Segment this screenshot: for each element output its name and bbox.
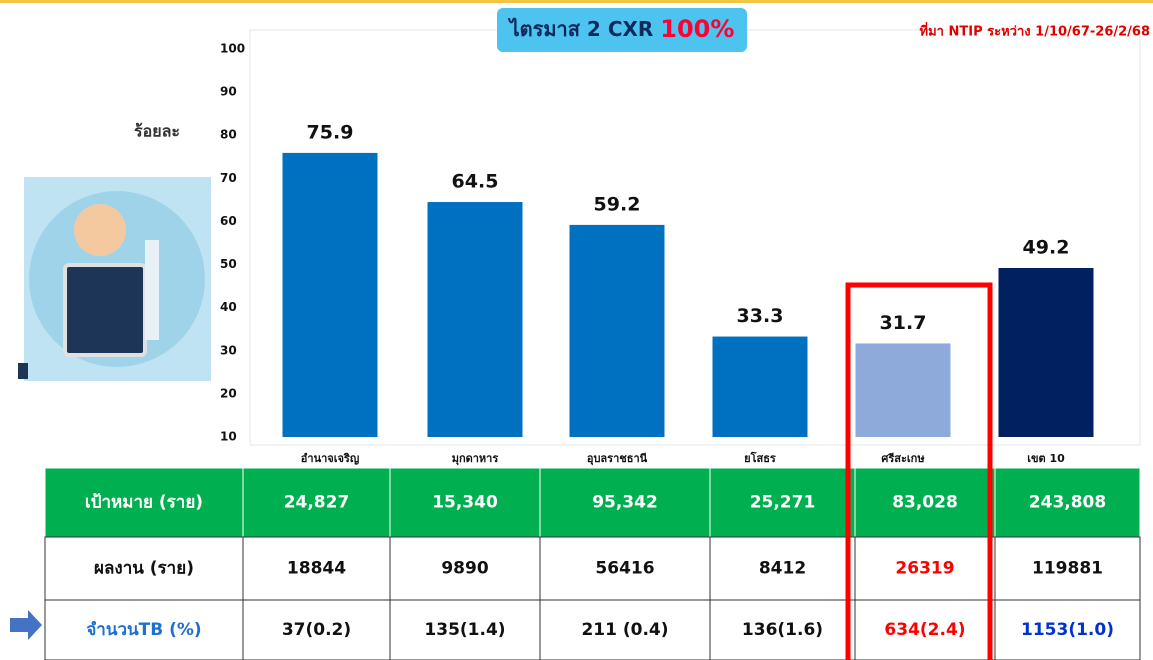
table-cell <box>242 467 391 538</box>
row-label: ผลงาน (ราย) <box>94 559 194 579</box>
title-highlight: 100% <box>660 15 734 43</box>
y-tick-label: 80 <box>220 128 237 142</box>
table-value: 37(0.2) <box>282 620 351 640</box>
bar <box>998 268 1094 437</box>
bar <box>569 224 665 437</box>
source-note: ที่มา NTIP ระหว่าง 1/10/67-26/2/68 <box>920 22 1150 40</box>
table-cell <box>709 599 856 660</box>
x-tick-label: มุกดาหาร <box>452 452 499 466</box>
table-cell <box>539 467 711 538</box>
table-cell <box>709 536 856 601</box>
chart-title: ไตรมาส 2 CXR 100% <box>508 15 735 43</box>
bar <box>427 202 523 437</box>
title-badge <box>497 8 747 52</box>
value-label: 64.5 <box>452 171 499 193</box>
table-cell <box>242 536 391 601</box>
table-value: 15,340 <box>432 493 498 513</box>
table-cell <box>389 467 541 538</box>
table-value: 243,808 <box>1029 493 1106 513</box>
table-value: 18844 <box>287 559 346 579</box>
table-cell <box>539 599 711 660</box>
table-value: 119881 <box>1032 559 1103 579</box>
table-value: 25,271 <box>750 493 816 513</box>
y-tick-label: 20 <box>220 386 237 400</box>
table-cell <box>389 536 541 601</box>
table-value: 26319 <box>895 559 954 579</box>
table-cell <box>242 599 391 660</box>
y-tick-label: 30 <box>220 343 237 357</box>
x-tick-label: เขต 10 <box>1027 452 1065 465</box>
y-tick-label: 60 <box>220 214 237 228</box>
y-tick-label: 90 <box>220 85 237 99</box>
value-label: 33.3 <box>737 305 784 327</box>
table-value: 136(1.6) <box>742 620 823 640</box>
table-value: 211 (0.4) <box>581 620 668 640</box>
x-tick-label: ยโสธร <box>744 451 776 465</box>
illustration <box>18 177 211 381</box>
value-label: 49.2 <box>1023 237 1070 259</box>
illustration-xray <box>63 263 147 357</box>
table-value: 56416 <box>595 559 654 579</box>
illustration-head <box>74 204 126 256</box>
illustration-edge <box>18 363 28 379</box>
y-tick-label: 10 <box>220 430 237 444</box>
table-cell <box>539 536 711 601</box>
table-value: 8412 <box>759 559 806 579</box>
table-cell <box>389 599 541 660</box>
x-tick-label: อำนาจเจริญ <box>301 452 359 465</box>
table-value: 9890 <box>441 559 488 579</box>
value-label: 59.2 <box>594 193 641 215</box>
highlight-box <box>845 282 993 660</box>
table-cell <box>709 467 856 538</box>
y-tick-label: 40 <box>220 300 237 314</box>
table-cell <box>854 536 996 601</box>
bar <box>282 152 378 438</box>
table-value: 634(2.4) <box>884 620 965 640</box>
table-value: 95,342 <box>592 493 658 513</box>
value-label: 75.9 <box>307 121 354 143</box>
table-value: 1153(1.0) <box>1021 620 1114 640</box>
illustration-stand <box>145 240 159 340</box>
row-arrow <box>10 610 42 640</box>
y-axis-label: ร้อยละ <box>134 122 180 141</box>
table-cell <box>44 599 244 660</box>
x-tick-label: ศรีสะเกษ <box>881 452 925 465</box>
top-border <box>0 0 1153 3</box>
row-label: เป้าหมาย (ราย) <box>85 493 203 513</box>
row-label: จำนวนTB (%) <box>86 620 201 640</box>
bar <box>855 343 951 437</box>
y-tick-label: 50 <box>220 257 237 271</box>
title-text: ไตรมาส 2 CXR <box>508 17 654 41</box>
y-tick-label: 70 <box>220 171 237 185</box>
bar <box>712 336 808 437</box>
table-value: 24,827 <box>284 493 350 513</box>
table-value: 83,028 <box>892 493 958 513</box>
table-cell <box>44 536 244 601</box>
value-label: 31.7 <box>880 312 927 334</box>
table-cell <box>994 599 1141 660</box>
table-value: 135(1.4) <box>424 620 505 640</box>
x-tick-label: อุบลราชธานี <box>587 452 648 466</box>
y-tick-label: 100 <box>220 42 245 56</box>
